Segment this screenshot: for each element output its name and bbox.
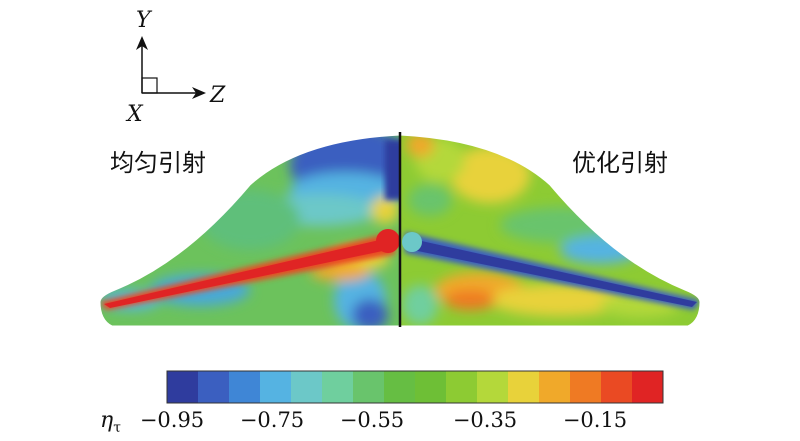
colorbar-swatch xyxy=(601,371,633,403)
x-axis-label: X xyxy=(125,102,144,127)
colorbar-swatch xyxy=(353,371,385,403)
dome-outline xyxy=(99,134,701,327)
colorbar-swatch xyxy=(632,371,664,403)
colorbar-swatch xyxy=(508,371,540,403)
x-axis-box-icon xyxy=(141,77,158,94)
tau-subscript: τ xyxy=(113,420,121,436)
y-axis-label: Y xyxy=(136,8,153,33)
colorbar-swatch xyxy=(570,371,602,403)
right-case-label: 优化引射 xyxy=(572,149,668,177)
colorbar-tick-label: −0.55 xyxy=(340,408,404,432)
eta-symbol: η xyxy=(100,408,113,433)
colorbar-swatch xyxy=(415,371,447,403)
colorbar-tick-label: −0.35 xyxy=(453,408,517,432)
colorbar-swatch xyxy=(384,371,416,403)
z-arrow-icon xyxy=(192,87,206,99)
colorbar-tick-label: −0.75 xyxy=(240,408,304,432)
contour-right xyxy=(400,135,700,326)
left-case-label: 均匀引射 xyxy=(110,149,206,177)
colorbar-tick-label: −0.95 xyxy=(140,408,204,432)
colorbar-swatch xyxy=(260,371,292,403)
colorbar-tick-label: −0.15 xyxy=(563,408,627,432)
y-arrow-icon xyxy=(136,36,148,50)
colorbar-frame xyxy=(166,370,664,404)
colorbar-swatch xyxy=(477,371,509,403)
colorbar-swatch xyxy=(167,371,199,403)
z-axis-label: Z xyxy=(209,83,226,108)
colorbar-swatch xyxy=(198,371,230,403)
colorbar-swatch xyxy=(291,371,323,403)
colorbar-symbol: ητ xyxy=(100,408,121,436)
colorbar-swatch xyxy=(229,371,261,403)
colorbar-swatch xyxy=(322,371,354,403)
colorbar-swatch xyxy=(446,371,478,403)
axes-glyph: Y Z X xyxy=(125,8,226,127)
colorbar-swatch xyxy=(539,371,571,403)
colorbar xyxy=(167,371,664,403)
